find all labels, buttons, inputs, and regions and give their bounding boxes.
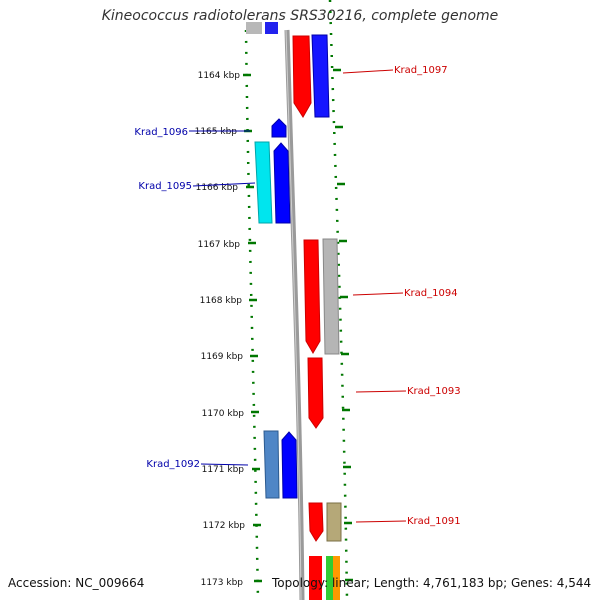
map-title: Kineococcus radiotolerans SRS30216, comp… [101, 8, 499, 24]
gene-label-krad-1092[interactable]: Krad_1092 [146, 459, 200, 470]
leader-krad-1093 [355, 390, 407, 393]
left-tick-line [244, 29, 260, 600]
kbp-label: 1167 kbp [198, 240, 241, 250]
gene-partial-green [326, 556, 333, 600]
gene-arrow-cyan[interactable] [254, 141, 273, 224]
gene-partial-red [309, 556, 322, 600]
kbp-label: 1164 kbp [198, 71, 241, 81]
gene-arrow-krad-1094[interactable] [303, 239, 321, 354]
accession-text: Accession: NC_009664 [8, 576, 145, 590]
gene-arrow-krad-1095[interactable] [273, 142, 291, 224]
dna-backbone-highlight [285, 29, 302, 600]
gene-label-krad-1093[interactable]: Krad_1093 [407, 386, 461, 397]
gene-arrow-krad-1092[interactable] [281, 431, 298, 499]
gene-arrow-krad-1097[interactable] [292, 35, 312, 118]
gene-partial-grey [246, 22, 262, 34]
leader-krad-1092 [200, 463, 249, 466]
leader-krad-1097 [342, 69, 394, 74]
topology-text: Topology: linear; Length: 4,761,183 bp; … [272, 576, 592, 590]
gene-label-krad-1096[interactable]: Krad_1096 [134, 127, 188, 138]
kbp-label: 1173 kbp [201, 578, 244, 588]
major-ticks [243, 68, 353, 583]
kbp-label: 1166 kbp [196, 183, 239, 193]
kbp-label: 1171 kbp [202, 465, 245, 475]
gene-label-krad-1095[interactable]: Krad_1095 [138, 181, 192, 192]
gene-arrow-krad-1093[interactable] [307, 357, 324, 429]
dna-backbone [284, 29, 305, 600]
kbp-label: 1165 kbp [195, 127, 238, 137]
kbp-label: 1172 kbp [203, 521, 246, 531]
leader-krad-1091 [355, 520, 407, 523]
gene-arrow-olive[interactable] [326, 502, 342, 542]
leader-krad-1095 [192, 182, 256, 187]
gene-partial-blue [265, 22, 278, 34]
gene-arrow-steelblue[interactable] [263, 430, 280, 499]
gene-arrow-krad-1091[interactable] [308, 502, 324, 542]
gene-arrow-blue-upper[interactable] [311, 34, 330, 118]
gene-arrow-krad-1096[interactable] [271, 118, 287, 138]
kbp-label: 1170 kbp [202, 409, 245, 419]
gene-arrow-grey[interactable] [322, 238, 340, 355]
kbp-labels: 1164 kbp 1165 kbp 1166 kbp 1167 kbp 1168… [195, 71, 246, 588]
gene-label-krad-1097[interactable]: Krad_1097 [394, 65, 448, 76]
kbp-label: 1168 kbp [200, 296, 243, 306]
gene-label-krad-1091[interactable]: Krad_1091 [407, 516, 461, 527]
kbp-label: 1169 kbp [201, 352, 244, 362]
leader-krad-1094 [352, 292, 404, 296]
gene-label-krad-1094[interactable]: Krad_1094 [404, 288, 458, 299]
gene-partial-orange [333, 556, 340, 600]
